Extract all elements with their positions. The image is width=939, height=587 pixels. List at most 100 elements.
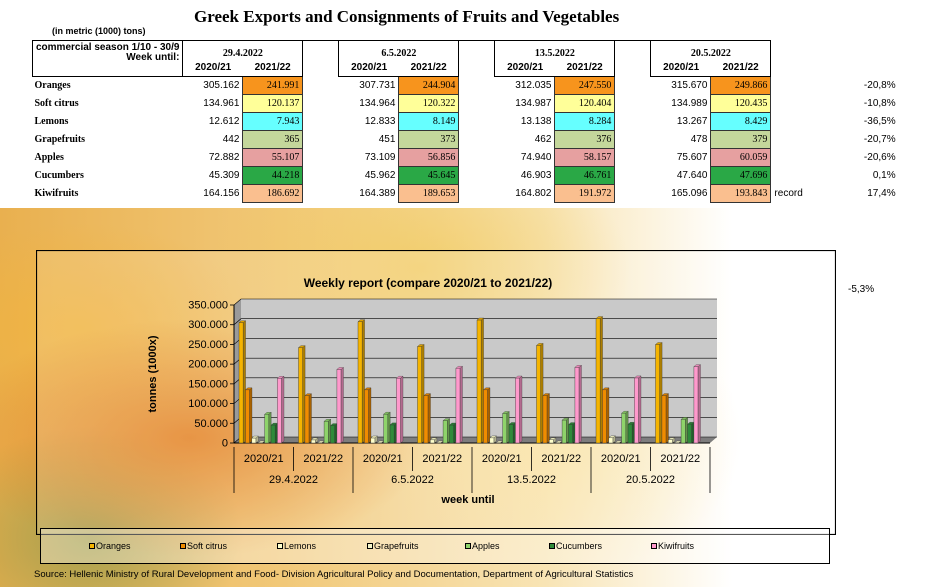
spacer: [615, 167, 651, 185]
value-2021-22: 8.284: [554, 112, 616, 131]
value-2020-21: 134.964: [359, 98, 396, 109]
exports-table: commercial season 1/10 - 30/9 Week until:…: [31, 40, 908, 203]
bar-soft-citrus: [423, 393, 431, 444]
legend-item: Grapefruits: [367, 541, 419, 551]
column-separator: [302, 40, 340, 77]
value-2020-21: 13.267: [676, 116, 708, 127]
legend-item: Kiwifruits: [651, 541, 694, 551]
value-2020-21: 74.940: [520, 152, 552, 163]
spacer: [459, 113, 495, 131]
gridline: [233, 298, 717, 306]
bar-cucumbers: [568, 422, 576, 444]
change-percentage: -36,5%: [863, 116, 896, 127]
value-2021-22: 249.866: [710, 76, 772, 95]
year-header: 2020/21: [494, 58, 555, 77]
y-tick-label: 250.000: [188, 339, 228, 351]
spacer: [459, 185, 495, 203]
bar-cucumbers: [687, 421, 695, 444]
chart-legend: Oranges Soft citrus Lemons Grapefruits Apple…: [40, 528, 830, 564]
spacer: [459, 131, 495, 149]
legend-label: Oranges: [96, 541, 131, 551]
row-note: [771, 131, 861, 149]
change-percentage: -10,8%: [863, 98, 896, 109]
bar-oranges: [417, 344, 425, 444]
bar-apples: [383, 411, 391, 444]
value-2021-22: 60.059: [710, 148, 772, 167]
x-tick-label: 2021/22: [422, 453, 462, 465]
bar-kiwifruits: [633, 375, 642, 444]
value-2020-21: 45.962: [364, 170, 396, 181]
legend-item: Lemons: [277, 541, 316, 551]
group-label: 13.5.2022: [507, 474, 556, 486]
bar-grapefruits: [317, 440, 325, 444]
year-header: 2021/22: [398, 58, 460, 77]
x-axis-label: week until: [440, 494, 494, 506]
legend-item: Soft citrus: [180, 541, 227, 551]
value-2021-22: 373: [398, 130, 460, 149]
legend-swatch: [651, 543, 657, 549]
year-header: 2021/22: [710, 58, 772, 77]
value-2020-21: 442: [222, 134, 240, 145]
x-tick-label: 2021/22: [303, 453, 343, 465]
table-row: Oranges 305.162 241.991 307.731 244.904 312.0…: [33, 76, 908, 95]
row-note: [771, 167, 861, 185]
change-percentage: 0,1%: [872, 170, 896, 181]
change-percentage: -20,7%: [863, 134, 896, 145]
value-2020-21: 305.162: [203, 80, 240, 92]
bar-lemons: [370, 435, 378, 444]
bar-kiwifruits: [574, 364, 582, 444]
table-row: Soft citrus 134.961 120.137 134.964 120.322 1…: [33, 94, 908, 113]
x-tick-label: 2020/21: [244, 453, 284, 465]
bar-oranges: [238, 320, 247, 444]
bar-kiwifruits: [395, 375, 404, 444]
bar-grapefruits: [674, 440, 682, 444]
x-tick-label: 2021/22: [660, 453, 700, 465]
table-row: Lemons 12.612 7.943 12.833 8.149 13.138 8.284 1…: [33, 112, 908, 131]
units-label: (in metric (1000) tons): [52, 26, 146, 36]
bar-cucumbers: [330, 423, 338, 444]
y-tick-label: 300.000: [188, 319, 228, 331]
group-label: 29.4.2022: [269, 474, 318, 486]
product-name: Soft citrus: [34, 98, 79, 109]
legend-item: Apples: [465, 541, 500, 551]
value-2020-21: 478: [690, 134, 708, 145]
value-2020-21: 134.987: [515, 98, 552, 109]
value-2021-22: 45.645: [398, 166, 460, 185]
value-2021-22: 379: [710, 130, 772, 149]
x-tick-label: 2020/21: [601, 453, 641, 465]
value-2020-21: 47.640: [676, 170, 708, 181]
product-name: Lemons: [34, 116, 69, 127]
legend-label: Cucumbers: [556, 541, 603, 551]
bar-apples: [621, 410, 629, 444]
date-header: 20.5.2022: [650, 40, 772, 59]
value-2021-22: 55.107: [242, 148, 304, 167]
value-2021-22: 191.972: [554, 184, 616, 203]
value-2021-22: 247.550: [554, 76, 616, 95]
x-tick-label: 2020/21: [482, 453, 522, 465]
product-name: Cucumbers: [34, 170, 84, 181]
spacer: [303, 167, 339, 185]
bar-lemons: [429, 437, 438, 444]
group-label: 20.5.2022: [626, 474, 675, 486]
value-2020-21: 164.389: [359, 188, 396, 199]
legend-swatch: [277, 543, 283, 549]
value-2021-22: 120.137: [242, 94, 304, 113]
spacer: [303, 113, 339, 131]
spacer: [615, 149, 651, 167]
value-2021-22: 120.435: [710, 94, 772, 113]
legend-label: Apples: [472, 541, 500, 551]
bar-lemons: [489, 435, 497, 444]
bar-apples: [442, 418, 451, 444]
legend-label: Kiwifruits: [658, 541, 695, 551]
x-tick-label: 2020/21: [363, 453, 403, 465]
bar-kiwifruits: [336, 367, 344, 444]
value-2020-21: 73.109: [364, 152, 396, 163]
value-2021-22: 46.761: [554, 166, 616, 185]
bar-lemons: [667, 437, 676, 444]
bar-grapefruits: [495, 440, 504, 444]
value-2021-22: 56.856: [398, 148, 460, 167]
value-2020-21: 165.096: [671, 188, 708, 199]
value-2020-21: 451: [378, 134, 396, 145]
bar-apples: [323, 418, 332, 444]
legend-swatch: [465, 543, 471, 549]
